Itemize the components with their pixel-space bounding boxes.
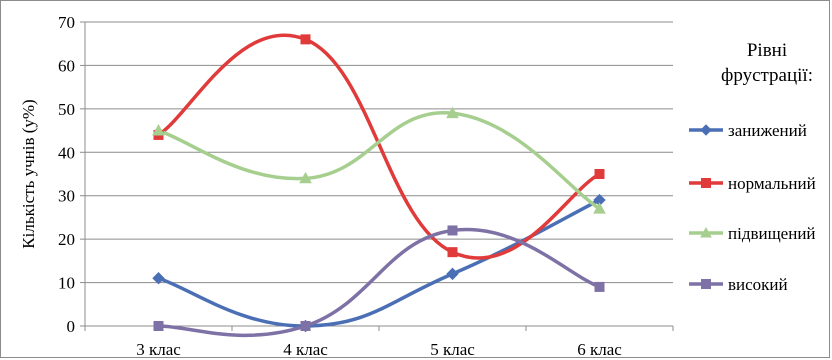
data-point-3-0: [153, 321, 164, 331]
axes: 0 10 20 30 40 50 60 70 3 клас 4 клас 5 клас 6 клас К…: [19, 13, 674, 359]
legend-marker: [701, 178, 711, 188]
y-tick-label: 30: [58, 187, 75, 206]
series-line-2: [156, 111, 602, 211]
data-point-2-1: [299, 171, 312, 184]
data-point-3-2: [447, 225, 458, 236]
x-tick-label: 4 клас: [283, 340, 328, 359]
series-lines: [152, 33, 606, 338]
legend-marker: [700, 124, 712, 136]
legend-label: занижений: [728, 121, 807, 140]
y-tick-label: 60: [58, 56, 75, 75]
series-line-3: [156, 227, 602, 338]
data-point-2-3: [593, 202, 606, 214]
legend-title: Рівні: [747, 40, 787, 61]
data-point-3-3: [594, 281, 605, 292]
legend-label: нормальний: [728, 174, 816, 193]
legend-marker: [700, 226, 712, 238]
y-tick-label: 70: [58, 13, 75, 32]
data-point-0-2: [446, 267, 459, 281]
y-tick-label: 50: [58, 100, 75, 119]
legend-label: високий: [728, 275, 788, 294]
data-point-3-1: [300, 321, 311, 331]
data-point-2-2: [446, 106, 459, 119]
data-point-1-1: [300, 34, 311, 45]
data-point-1-3: [594, 169, 605, 179]
data-point-0-0: [152, 272, 165, 285]
series-line-1: [156, 33, 602, 260]
legend: Рівні фрустрації: занижений нормальний підви…: [689, 40, 816, 294]
legend-marker: [701, 279, 711, 289]
legend-title: фрустрації:: [721, 65, 813, 86]
y-axis-title: Кількість учнів (у%): [19, 99, 38, 248]
y-tick-label: 20: [58, 230, 75, 249]
y-tick-label: 10: [58, 274, 75, 293]
y-tick-label: 40: [58, 143, 75, 162]
data-point-2-0: [152, 124, 165, 136]
x-tick-label: 5 клас: [430, 340, 475, 359]
grid-lines: [85, 21, 673, 284]
data-point-1-2: [447, 247, 458, 258]
series-line-0: [156, 198, 602, 328]
y-tick-label: 0: [67, 317, 76, 336]
x-tick-label: 3 клас: [136, 340, 181, 359]
legend-label: підвищений: [728, 224, 816, 243]
x-tick-label: 6 клас: [577, 340, 622, 359]
